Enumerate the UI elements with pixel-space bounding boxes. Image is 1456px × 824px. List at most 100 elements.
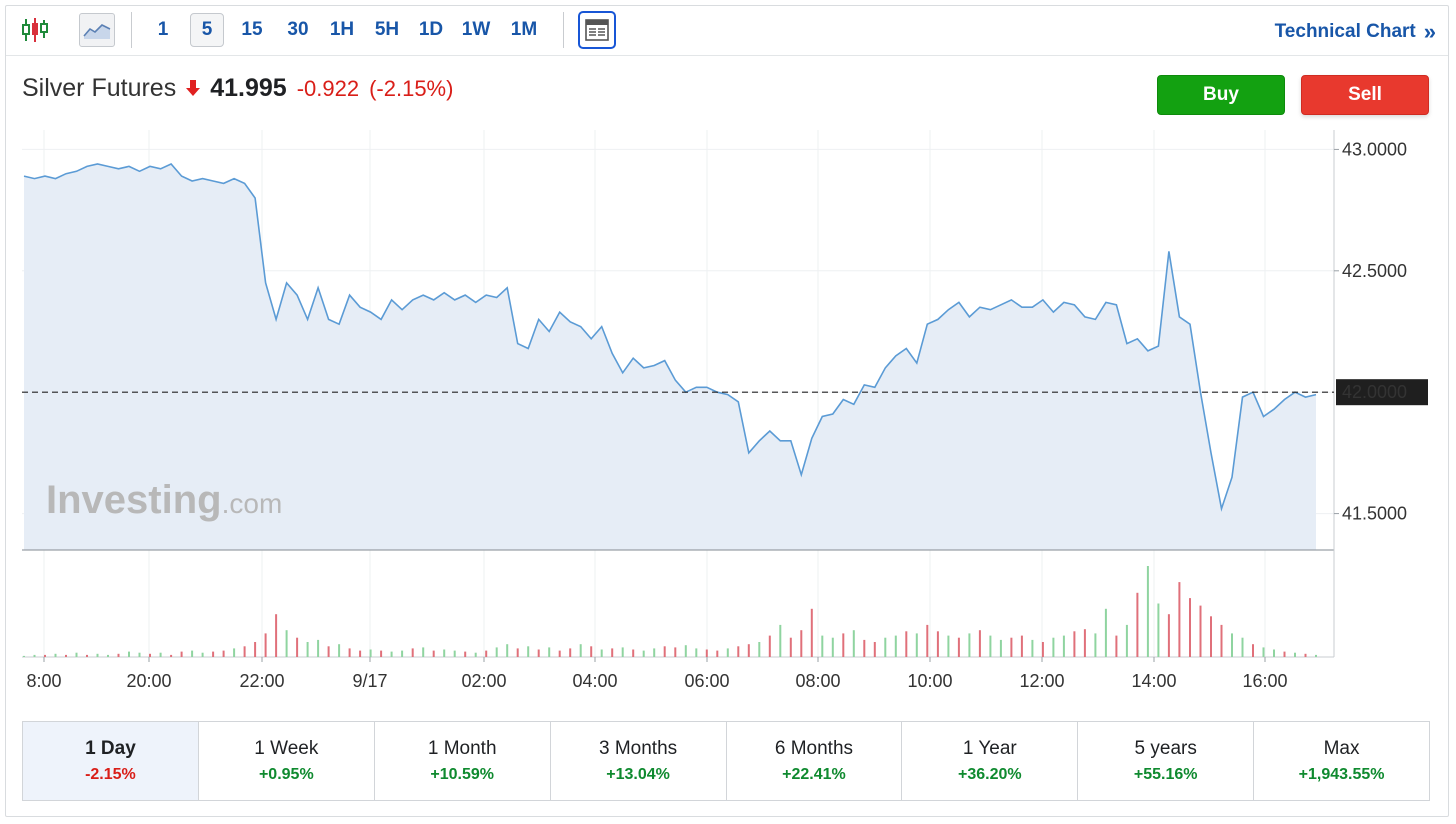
volume-bar (1315, 654, 1317, 657)
interval-15-button[interactable]: 15 (241, 19, 263, 40)
price-change: -0.922 (296, 76, 360, 101)
x-tick-label: 02:00 (461, 671, 506, 691)
volume-bar (1094, 633, 1097, 657)
interval-30-button[interactable]: 30 (287, 19, 309, 40)
volume-bar (390, 651, 393, 657)
period-change: +0.95% (258, 766, 314, 783)
price-chart[interactable]: Investing.com 43.0000 42.5000 41.5000 42.000… (6, 6, 1448, 706)
volume-bar (611, 648, 614, 657)
x-tick-label: 12:00 (1019, 671, 1064, 691)
volume-bar (380, 650, 383, 657)
last-price-label: 42.0000 (1342, 382, 1407, 402)
volume-bar (1052, 637, 1055, 657)
volume-bar (590, 646, 593, 657)
volume-bar (621, 647, 624, 657)
period-change: +10.59% (430, 766, 494, 783)
volume-bar (1189, 598, 1191, 657)
volume-bar (989, 635, 992, 657)
volume-bar (1231, 633, 1233, 657)
volume-bar (947, 635, 950, 657)
volume-bar (758, 642, 761, 657)
candlestick-chart-icon[interactable] (18, 13, 52, 47)
volume-bar (1294, 652, 1296, 657)
period-tab[interactable]: 1 Week +0.95% (199, 722, 375, 800)
instrument-name: Silver Futures (22, 74, 177, 102)
volume-bar (737, 646, 740, 657)
period-tab[interactable]: Max +1,943.55% (1254, 722, 1429, 800)
volume-bar (674, 647, 677, 657)
volume-bar (149, 653, 151, 657)
sell-button[interactable]: Sell (1301, 75, 1429, 115)
volume-bar (86, 654, 88, 657)
volume-bar (474, 652, 477, 657)
double-chevron-right-icon: » (1423, 19, 1436, 44)
interval-5h-button[interactable]: 5H (374, 19, 400, 40)
news-overlay-icon[interactable] (578, 11, 616, 49)
volume-bar (107, 654, 109, 657)
volume-bar (285, 630, 288, 657)
period-tab[interactable]: 1 Year +36.20% (902, 722, 1079, 800)
period-performance-bar: 1 Day -2.15% 1 Week +0.95% 1 Month +10.59% 3 M… (22, 721, 1430, 801)
price-change-percent: (-2.15%) (369, 76, 454, 101)
volume-bar (1167, 614, 1170, 657)
volume-bar (495, 647, 498, 657)
interval-5-button[interactable]: 5 (190, 13, 224, 47)
volume-bar (327, 646, 330, 657)
volume-bar (1020, 635, 1023, 657)
interval-1m-button[interactable]: 1M (510, 19, 538, 40)
x-tick-label: 22:00 (239, 671, 284, 691)
volume-bar (222, 650, 225, 657)
instrument-price: 41.995 (210, 74, 287, 102)
instrument-header: Silver Futures 41.995 -0.922 (-2.15%) (22, 74, 453, 103)
volume-bar (569, 648, 572, 657)
volume-bar (873, 642, 876, 657)
y-tick-label: 42.5000 (1342, 261, 1407, 281)
volume-bar (968, 633, 971, 657)
watermark-suffix: .com (222, 488, 283, 519)
volume-bar (1031, 639, 1034, 657)
volume-bar (201, 652, 204, 657)
volume-bar (117, 653, 120, 657)
period-tab[interactable]: 1 Month +10.59% (375, 722, 551, 800)
volume-bar (23, 655, 25, 657)
x-tick-label: 20:00 (126, 671, 171, 691)
volume-bar (653, 648, 656, 657)
watermark-brand: Investing (46, 478, 222, 522)
buy-button[interactable]: Buy (1157, 75, 1285, 115)
interval-1w-button[interactable]: 1W (461, 19, 491, 40)
volume-bar (600, 649, 603, 657)
volume-bar (863, 639, 866, 657)
volume-bar (1083, 629, 1086, 657)
volume-bar (768, 635, 771, 657)
volume-bar (1125, 624, 1128, 657)
volume-bar (75, 652, 78, 657)
volume-bar (401, 650, 404, 657)
volume-bar (1157, 603, 1160, 657)
volume-bar (978, 630, 981, 657)
volume-bar (957, 637, 960, 657)
x-tick-label: 8:00 (26, 671, 61, 691)
volume-bar (1010, 637, 1013, 657)
volume-bar (705, 649, 708, 657)
period-label: 1 Month (427, 738, 497, 759)
period-tab[interactable]: 5 years +55.16% (1078, 722, 1255, 800)
interval-1h-button[interactable]: 1H (329, 19, 355, 40)
area-chart-icon[interactable] (79, 13, 115, 47)
volume-bar (831, 637, 834, 657)
technical-chart-link[interactable]: Technical Chart » (1275, 19, 1436, 45)
volume-bar (516, 648, 519, 657)
period-tab[interactable]: 6 Months +22.41% (727, 722, 903, 800)
period-tab[interactable]: 3 Months +13.04% (551, 722, 727, 800)
volume-bar (96, 653, 99, 657)
technical-chart-label: Technical Chart (1274, 21, 1416, 42)
interval-1d-button[interactable]: 1D (418, 19, 444, 40)
interval-1-button[interactable]: 1 (157, 19, 169, 40)
period-tab[interactable]: 1 Day -2.15% (23, 722, 199, 800)
period-change: +36.20% (958, 766, 1022, 783)
period-label: Max (1323, 738, 1360, 759)
period-change: +55.16% (1133, 766, 1198, 783)
volume-bar (716, 650, 719, 657)
volume-bar (579, 644, 582, 657)
volume-bar (296, 637, 299, 657)
period-label: 3 Months (598, 738, 678, 759)
